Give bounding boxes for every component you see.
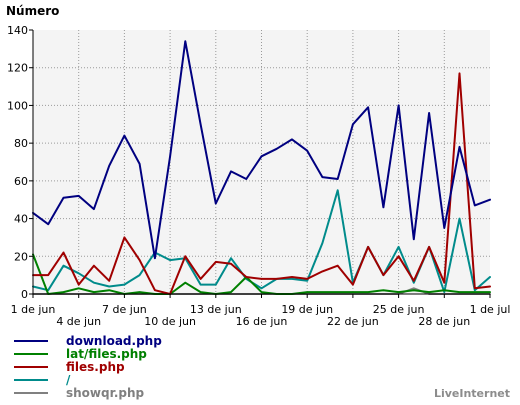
legend-swatch	[14, 352, 48, 355]
brand-label[interactable]: LiveInternet	[433, 387, 510, 400]
series-line-download-php	[32, 40, 491, 260]
legend-label: download.php	[66, 333, 162, 348]
y-tick-label: 80	[14, 137, 28, 150]
y-tick-label: 120	[7, 62, 28, 75]
x-tick-label: 19 de jun	[281, 303, 333, 316]
y-tick-label: 60	[14, 175, 28, 188]
legend-swatch	[14, 339, 48, 342]
y-axis-label: Número	[6, 4, 59, 18]
series-line-files-php	[32, 72, 491, 295]
legend-item-lat-files[interactable]: lat/files.php	[14, 346, 162, 361]
legend-label: lat/files.php	[66, 346, 147, 361]
legend-swatch	[14, 378, 48, 381]
legend-item-files[interactable]: files.php	[14, 359, 162, 374]
legend-label: files.php	[66, 359, 125, 374]
x-tick-label: 22 de jun	[327, 315, 379, 328]
legend-swatch	[14, 391, 48, 394]
series-line-	[32, 189, 491, 294]
legend-item-download[interactable]: download.php	[14, 333, 162, 348]
y-tick-label: 0	[21, 288, 28, 301]
grid	[33, 30, 490, 294]
x-tick-label: 28 de jun	[418, 315, 470, 328]
legend-label: showqr.php	[66, 385, 145, 400]
x-tick-label: 4 de jun	[56, 315, 101, 328]
x-tick-label: 1 de jul	[470, 303, 511, 316]
y-tick-label: 140	[7, 24, 28, 37]
x-tick-label: 10 de jun	[144, 315, 196, 328]
legend: download.php lat/files.php files.php / s…	[14, 333, 162, 400]
x-tick-label: 1 de jun	[11, 303, 56, 316]
y-tick-label: 100	[7, 99, 28, 112]
y-tick-label: 20	[14, 250, 28, 263]
x-tick-label: 16 de jun	[236, 315, 288, 328]
legend-swatch	[14, 365, 48, 368]
y-tick-label: 40	[14, 213, 28, 226]
x-tick-label: 7 de jun	[102, 303, 147, 316]
legend-item-showqr[interactable]: showqr.php	[14, 385, 162, 400]
legend-label: /	[66, 372, 71, 387]
legend-item-root[interactable]: /	[14, 372, 162, 387]
series-line-lat-files-php	[32, 253, 491, 295]
x-tick-label: 13 de jun	[190, 303, 242, 316]
x-tick-label: 25 de jun	[373, 303, 425, 316]
